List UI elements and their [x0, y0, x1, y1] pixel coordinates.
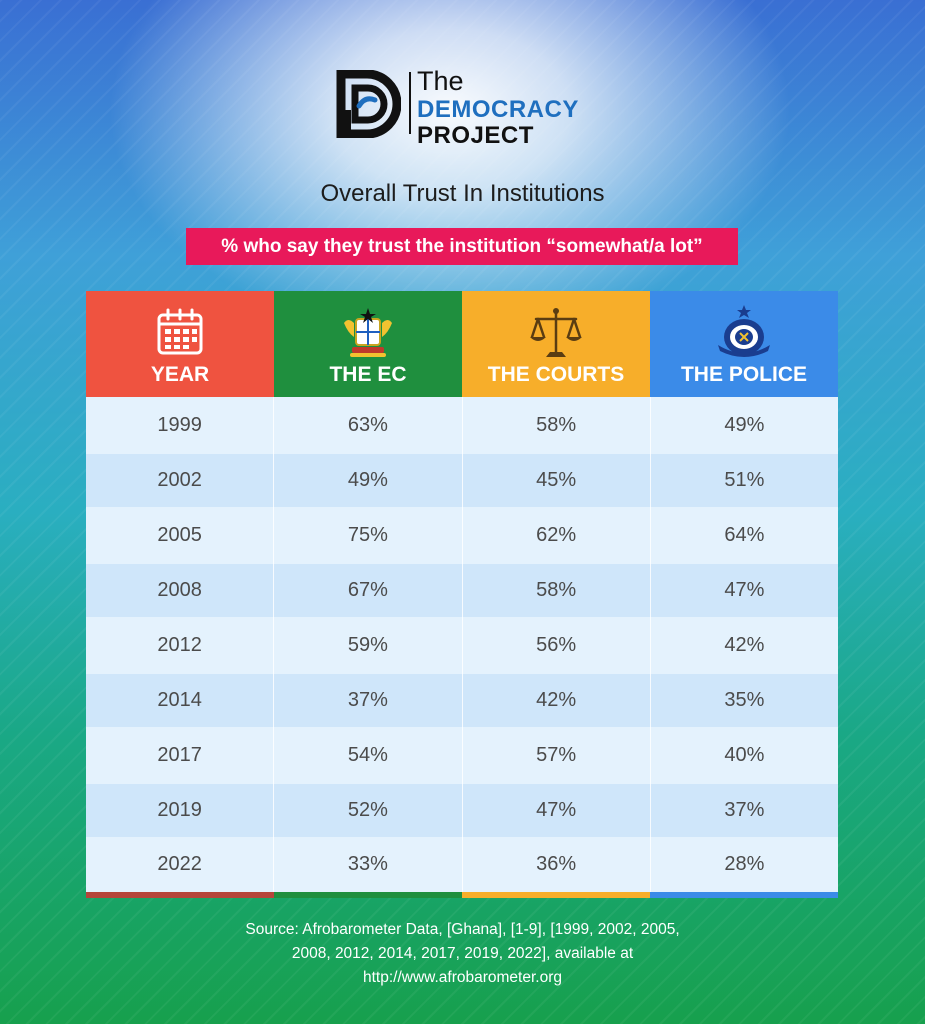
cell-police: 51% [649, 454, 838, 507]
table-footer-bars [86, 892, 838, 898]
cell-courts: 57% [461, 727, 650, 784]
source-line-1: Source: Afrobarometer Data, [Ghana], [1-… [245, 921, 680, 938]
cell-courts: 58% [461, 397, 650, 454]
header-year: YEAR [86, 291, 274, 397]
cell-police: 28% [649, 837, 838, 892]
democracy-project-logo: The DEMOCRACY PROJECT [335, 68, 595, 148]
logo-wordmark: The DEMOCRACY PROJECT [417, 68, 579, 148]
header-police-label: THE POLICE [680, 363, 807, 386]
header-year-label: YEAR [150, 363, 210, 386]
source-line-2: 2008, 2012, 2014, 2017, 2019, 2022], ava… [291, 945, 634, 962]
source-note: Source: Afrobarometer Data, [Ghana], [1-… [0, 918, 925, 990]
cell-courts: 47% [461, 784, 650, 837]
cell-year: 2017 [157, 744, 202, 766]
cell-courts: 62% [461, 507, 650, 564]
ghana-coat-of-arms-icon [344, 308, 392, 357]
cell-year: 2022 [157, 853, 202, 875]
header-ec: THE EC [274, 291, 462, 397]
footer-bar-courts [462, 892, 650, 898]
table-row: 2005 75% 62% 64% [86, 507, 838, 564]
cell-courts: 56% [461, 617, 650, 674]
cell-year: 2014 [157, 689, 202, 711]
table-row: 2014 37% 42% 35% [86, 674, 838, 727]
cell-courts: 45% [461, 454, 650, 507]
header-courts: THE COURTS [462, 291, 650, 397]
table-body: 1999 63% 58% 49% 2002 49% 45% 51% 2005 75% 62% 64% 2… [86, 397, 838, 892]
header-ec-label: THE EC [329, 363, 407, 386]
cell-police: 64% [649, 507, 838, 564]
ghana-police-badge-icon [718, 305, 770, 357]
cell-courts: 36% [461, 837, 650, 892]
cell-police: 37% [649, 784, 838, 837]
cell-year: 2019 [157, 799, 202, 821]
logo-democracy: DEMOCRACY [417, 96, 579, 123]
cell-ec: 67% [273, 564, 461, 617]
cell-year: 2012 [157, 634, 202, 656]
logo-the: The [417, 66, 464, 96]
cell-police: 35% [649, 674, 838, 727]
footer-bar-year [86, 892, 274, 898]
cell-ec: 54% [273, 727, 461, 784]
cell-ec: 52% [273, 784, 461, 837]
header-police: THE POLICE [650, 291, 838, 397]
cell-year: 2005 [157, 524, 202, 546]
cell-courts: 42% [461, 674, 650, 727]
table-row: 2012 59% 56% 42% [86, 617, 838, 674]
cell-year: 1999 [157, 414, 202, 436]
cell-ec: 75% [273, 507, 461, 564]
cell-ec: 37% [273, 674, 461, 727]
cell-police: 42% [649, 617, 838, 674]
table-row: 2008 67% 58% 47% [86, 564, 838, 617]
logo-project: PROJECT [417, 122, 534, 149]
democracy-project-logo-icon [336, 70, 401, 138]
scales-of-justice-icon [530, 308, 582, 357]
table-row: 1999 63% 58% 49% [86, 397, 838, 454]
cell-ec: 59% [273, 617, 461, 674]
table-row: 2022 33% 36% 28% [86, 837, 838, 892]
cell-year: 2002 [157, 469, 202, 491]
cell-ec: 49% [273, 454, 461, 507]
chart-subtitle: % who say they trust the institution “so… [186, 228, 738, 265]
source-line-3: http://www.afrobarometer.org [362, 969, 562, 986]
cell-police: 47% [649, 564, 838, 617]
footer-bar-police [650, 892, 838, 898]
trust-table: YEAR THE EC [86, 291, 838, 898]
logo-divider [409, 72, 411, 134]
cell-ec: 63% [273, 397, 461, 454]
table-row: 2002 49% 45% 51% [86, 454, 838, 507]
header-courts-label: THE COURTS [487, 363, 625, 386]
table-row: 2019 52% 47% 37% [86, 784, 838, 837]
calendar-icon [157, 308, 203, 355]
cell-police: 49% [649, 397, 838, 454]
cell-police: 40% [649, 727, 838, 784]
table-row: 2017 54% 57% 40% [86, 727, 838, 784]
footer-bar-ec [274, 892, 462, 898]
table-header-row: YEAR THE EC [86, 291, 838, 397]
cell-courts: 58% [461, 564, 650, 617]
chart-title: Overall Trust In Institutions [320, 180, 605, 207]
cell-year: 2008 [157, 579, 202, 601]
cell-ec: 33% [273, 837, 461, 892]
